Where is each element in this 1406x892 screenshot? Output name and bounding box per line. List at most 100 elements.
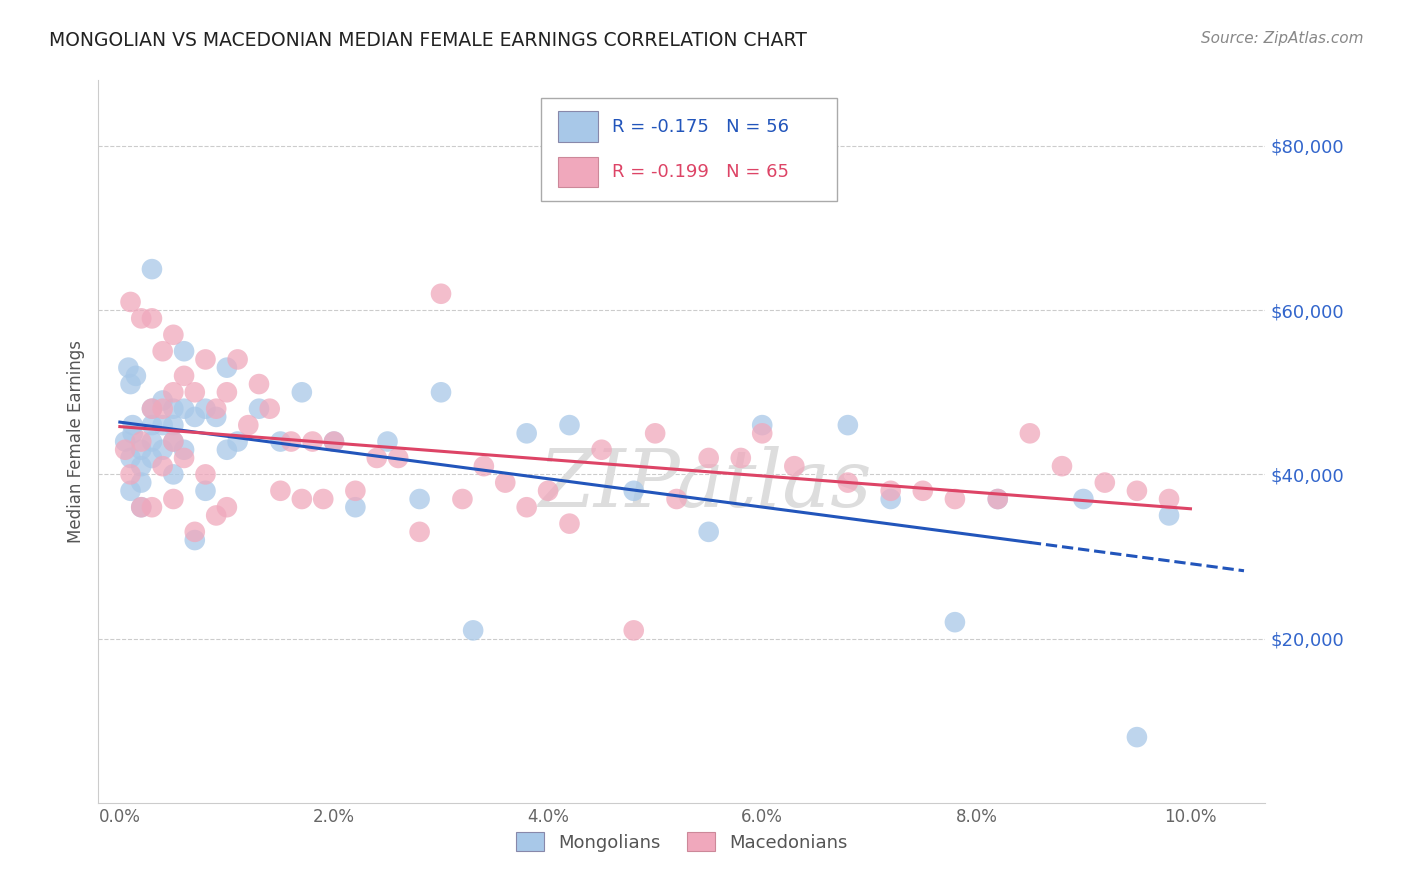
- Point: [173, 442, 195, 457]
- Point: [152, 442, 174, 457]
- Point: [215, 360, 238, 375]
- Point: [387, 450, 409, 465]
- Point: [558, 418, 581, 433]
- Point: [120, 483, 142, 498]
- Point: [451, 491, 474, 506]
- Point: [516, 426, 538, 441]
- Point: [623, 483, 645, 498]
- Point: [129, 475, 152, 490]
- Point: [408, 524, 430, 539]
- Point: [152, 459, 174, 474]
- Point: [121, 418, 143, 433]
- Point: [226, 434, 249, 449]
- Point: [879, 491, 901, 506]
- Point: [162, 491, 184, 506]
- Point: [162, 467, 184, 482]
- Point: [114, 442, 136, 457]
- Y-axis label: Median Female Earnings: Median Female Earnings: [67, 340, 86, 543]
- Point: [184, 524, 207, 539]
- Point: [344, 500, 367, 515]
- Point: [129, 434, 152, 449]
- Point: [247, 401, 270, 416]
- Point: [129, 500, 152, 515]
- Point: [129, 500, 152, 515]
- Point: [783, 459, 806, 474]
- Point: [751, 426, 773, 441]
- Point: [162, 434, 184, 449]
- Point: [623, 624, 645, 638]
- Point: [408, 491, 430, 506]
- Point: [1094, 475, 1116, 490]
- Point: [943, 491, 966, 506]
- Point: [430, 286, 453, 301]
- Point: [238, 418, 260, 433]
- Point: [141, 434, 163, 449]
- Point: [269, 483, 291, 498]
- Point: [152, 393, 174, 408]
- Point: [141, 401, 163, 416]
- Point: [215, 385, 238, 400]
- Point: [141, 450, 163, 465]
- Point: [141, 311, 163, 326]
- Point: [114, 434, 136, 449]
- Point: [269, 434, 291, 449]
- Point: [377, 434, 399, 449]
- Point: [987, 491, 1010, 506]
- Point: [205, 508, 228, 523]
- Point: [194, 467, 217, 482]
- Point: [129, 311, 152, 326]
- Point: [1126, 483, 1149, 498]
- Point: [751, 418, 773, 433]
- Point: [120, 467, 142, 482]
- Text: Source: ZipAtlas.com: Source: ZipAtlas.com: [1201, 31, 1364, 46]
- Point: [879, 483, 901, 498]
- Point: [591, 442, 613, 457]
- Point: [184, 533, 207, 547]
- Point: [205, 409, 228, 424]
- Point: [644, 426, 666, 441]
- Point: [194, 352, 217, 367]
- Text: R = -0.175   N = 56: R = -0.175 N = 56: [612, 118, 789, 136]
- Point: [194, 483, 217, 498]
- Point: [173, 401, 195, 416]
- Point: [259, 401, 281, 416]
- Point: [215, 500, 238, 515]
- Point: [697, 450, 720, 465]
- Point: [173, 450, 195, 465]
- Point: [162, 401, 184, 416]
- Point: [987, 491, 1010, 506]
- Point: [152, 418, 174, 433]
- Point: [280, 434, 302, 449]
- Point: [205, 401, 228, 416]
- Point: [120, 377, 142, 392]
- Point: [141, 500, 163, 515]
- Point: [1073, 491, 1095, 506]
- Point: [301, 434, 323, 449]
- Point: [665, 491, 688, 506]
- Point: [1050, 459, 1073, 474]
- Point: [194, 401, 217, 416]
- Point: [184, 409, 207, 424]
- Point: [943, 615, 966, 630]
- Legend: Mongolians, Macedonians: Mongolians, Macedonians: [509, 825, 855, 859]
- Point: [129, 459, 152, 474]
- Point: [141, 401, 163, 416]
- Point: [215, 442, 238, 457]
- Point: [291, 491, 314, 506]
- Point: [494, 475, 516, 490]
- Point: [125, 368, 148, 383]
- Point: [226, 352, 249, 367]
- Point: [173, 344, 195, 359]
- Point: [1157, 491, 1180, 506]
- Point: [911, 483, 934, 498]
- Point: [121, 426, 143, 441]
- Point: [152, 401, 174, 416]
- Point: [162, 327, 184, 342]
- Point: [323, 434, 346, 449]
- Point: [537, 483, 560, 498]
- Point: [323, 434, 346, 449]
- Point: [152, 344, 174, 359]
- Point: [558, 516, 581, 531]
- Point: [1157, 508, 1180, 523]
- Point: [162, 385, 184, 400]
